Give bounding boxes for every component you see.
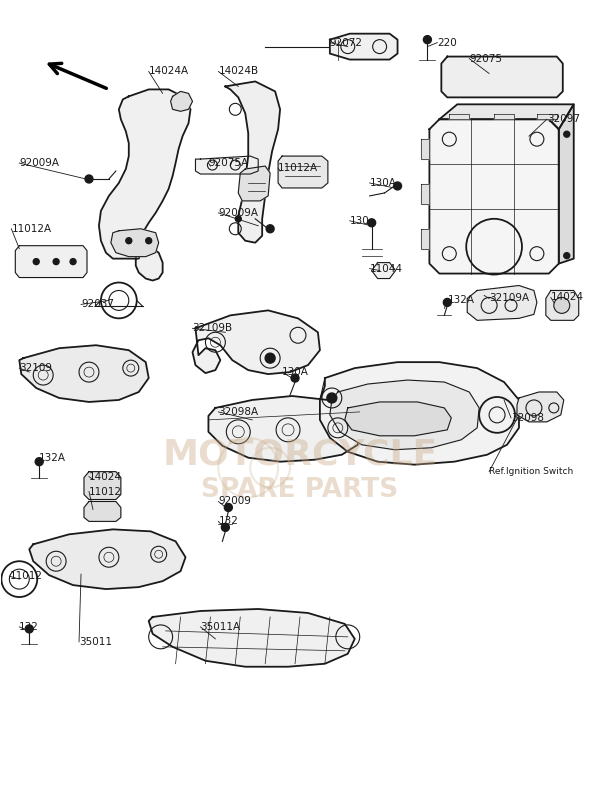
Text: 14024A: 14024A [149,67,189,76]
Circle shape [327,393,337,403]
Text: 130: 130 [350,216,370,226]
Circle shape [564,253,570,258]
Polygon shape [320,362,519,465]
Circle shape [443,298,451,306]
Circle shape [70,258,76,265]
Text: 11012: 11012 [89,487,122,497]
Circle shape [53,258,59,265]
Circle shape [85,175,93,183]
Circle shape [126,238,132,243]
Circle shape [33,258,39,265]
Polygon shape [29,529,185,589]
Polygon shape [238,166,270,201]
Circle shape [146,238,152,243]
Polygon shape [449,115,469,119]
Polygon shape [439,104,574,130]
Text: 32097: 32097 [547,115,580,124]
Polygon shape [84,502,121,521]
Text: 92037: 92037 [81,299,114,309]
Polygon shape [345,402,451,436]
Polygon shape [494,115,514,119]
Polygon shape [421,139,430,159]
Text: 130A: 130A [282,367,309,377]
Polygon shape [421,184,430,204]
Text: 92075A: 92075A [208,158,248,168]
Text: Ref.Ignition Switch: Ref.Ignition Switch [489,467,574,476]
Circle shape [554,298,570,313]
Circle shape [266,225,274,232]
Text: 130A: 130A [370,178,397,188]
Circle shape [394,182,401,190]
Polygon shape [330,34,398,60]
Polygon shape [330,380,479,450]
Polygon shape [196,156,258,174]
Polygon shape [546,290,579,320]
Text: 14024: 14024 [551,293,584,302]
Polygon shape [99,89,191,280]
Polygon shape [193,310,320,374]
Text: 132: 132 [19,622,39,632]
Text: 14024B: 14024B [218,67,259,76]
Polygon shape [559,104,574,264]
Text: 11044: 11044 [370,264,403,274]
Polygon shape [442,57,563,97]
Text: MOTORCYCLE: MOTORCYCLE [163,438,437,472]
Text: 132A: 132A [39,453,66,462]
Polygon shape [16,246,87,278]
Text: 32098: 32098 [511,413,544,423]
Polygon shape [170,91,193,111]
Polygon shape [208,396,362,462]
Circle shape [291,374,299,382]
Circle shape [25,625,33,633]
Text: 35011: 35011 [79,637,112,647]
Polygon shape [467,286,537,320]
Text: 132A: 132A [448,295,475,305]
Text: 11012: 11012 [10,571,43,581]
Circle shape [35,458,43,466]
Text: 92009A: 92009A [218,208,259,217]
Circle shape [235,216,241,222]
Text: 92009: 92009 [218,496,251,506]
Text: 14024: 14024 [89,472,122,482]
Text: 11012A: 11012A [278,163,318,173]
Circle shape [564,131,570,137]
Polygon shape [149,609,355,666]
Polygon shape [371,263,395,279]
Text: 92009A: 92009A [19,158,59,168]
Circle shape [424,35,431,44]
Polygon shape [19,345,149,402]
Polygon shape [226,82,280,243]
Polygon shape [111,228,158,257]
Text: 32109: 32109 [19,363,52,373]
Polygon shape [278,156,328,188]
Circle shape [224,503,232,512]
Polygon shape [517,392,564,422]
Text: 32109B: 32109B [193,323,233,334]
Text: 92075: 92075 [469,53,502,64]
Polygon shape [84,472,121,499]
Text: SPARE PARTS: SPARE PARTS [202,476,398,502]
Circle shape [265,353,275,363]
Text: 11012A: 11012A [11,224,52,234]
Text: 132: 132 [218,517,238,527]
Circle shape [221,524,229,531]
Polygon shape [537,115,557,119]
Polygon shape [430,119,559,273]
Text: 92072: 92072 [330,38,363,48]
Text: 32109A: 32109A [489,294,529,304]
Polygon shape [421,228,430,249]
Circle shape [368,219,376,227]
Text: 32098A: 32098A [218,407,259,417]
Text: 35011A: 35011A [200,622,241,632]
Text: 220: 220 [437,38,457,48]
